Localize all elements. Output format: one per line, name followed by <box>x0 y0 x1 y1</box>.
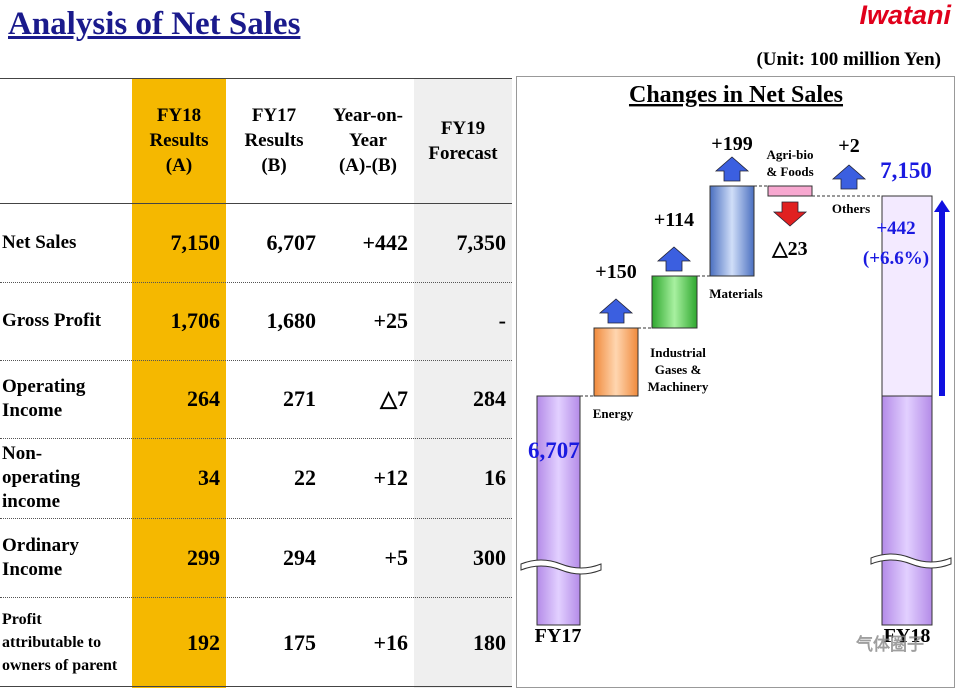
waterfall-chart: Changes in Net Sales FY17 6,707 FY18 7,1… <box>516 76 955 688</box>
column-header: FY17 Results (B) <box>226 78 322 203</box>
bar-energy <box>593 327 639 397</box>
frame <box>516 76 955 688</box>
header-line: (B) <box>261 155 287 176</box>
bar-fy18-top <box>881 195 933 397</box>
forecast-column <box>414 78 512 688</box>
cell-value: △7 <box>380 386 408 411</box>
row-label: Profit attributable to owners of parent <box>2 611 118 674</box>
cell-value: +16 <box>373 629 408 655</box>
step-name: & Foods <box>766 164 813 179</box>
step-change: +199 <box>711 133 752 155</box>
table: FY18 Results (A) FY17 Results (B) Year-on- Year… <box>0 78 512 690</box>
cell-value: 192 <box>187 629 220 655</box>
cell-value: 299 <box>187 544 220 570</box>
start-value: 6,707 <box>528 438 580 463</box>
header-line: Year-on- <box>333 105 403 126</box>
step-name: Materials <box>709 286 762 301</box>
step-name: Gases & <box>655 362 702 377</box>
rule <box>0 686 512 687</box>
header-line: Results <box>244 130 304 151</box>
row-separator <box>0 597 512 598</box>
cell-value: 22 <box>294 465 316 490</box>
row-label: Net Sales <box>2 231 77 253</box>
cell-value: +5 <box>384 544 408 570</box>
cell-value: 1,680 <box>266 308 317 333</box>
row-label: Non-operating income <box>2 443 81 512</box>
cell-value: 34 <box>198 465 220 490</box>
step-name: Agri-bio <box>767 147 814 162</box>
cell-value: 1,706 <box>170 308 221 333</box>
row-separator <box>0 282 512 283</box>
header-line: FY19 <box>440 117 486 139</box>
header-line: Year <box>349 130 387 151</box>
rule <box>0 203 512 204</box>
chart-title: Changes in Net Sales <box>629 82 843 108</box>
step-change: +114 <box>654 209 694 231</box>
cell-value: 7,150 <box>170 229 221 255</box>
column-header: Year-on- Year (A)-(B) <box>322 78 414 203</box>
step-change: △23 <box>771 238 807 260</box>
header-line: (A)-(B) <box>338 155 398 176</box>
total-pct: (+6.6%) <box>863 248 929 269</box>
start-label: FY17 <box>535 625 582 647</box>
bars <box>536 185 933 626</box>
cell-value: 294 <box>283 544 316 570</box>
step-name: Industrial <box>650 345 706 360</box>
column-header: FY18 Results (A) <box>132 78 226 203</box>
cell-value: 271 <box>283 386 316 411</box>
row-separator <box>0 518 512 519</box>
rule <box>0 78 512 79</box>
cell-value: 7,350 <box>456 229 507 255</box>
title: Analysis of Net Sales <box>8 6 301 42</box>
labels: FY17 6,707 FY18 7,150 +442 (+6.6%) 气体圈子 … <box>528 133 932 654</box>
header-line: FY17 <box>251 105 297 126</box>
bar-agri <box>767 185 813 197</box>
cell-value: 264 <box>187 386 220 411</box>
step-name: Energy <box>593 406 634 421</box>
cell-value: 284 <box>473 386 506 411</box>
row-label: Gross Profit <box>2 310 102 331</box>
cell-value: - <box>498 308 506 333</box>
total-change: +442 <box>876 218 915 239</box>
header-line: Results <box>149 130 209 151</box>
cell-value: 6,707 <box>266 229 317 255</box>
bar-fy17 <box>536 395 581 626</box>
header-line: (A) <box>165 155 193 176</box>
arrows <box>598 156 950 396</box>
row-separator <box>0 438 512 439</box>
header-line: FY18 <box>156 105 202 126</box>
cell-value: +25 <box>373 308 408 333</box>
connectors <box>580 185 882 397</box>
cell-value: +12 <box>373 465 408 490</box>
watermark: 气体圈子 <box>855 634 924 654</box>
row-label: Operating Income <box>2 376 86 421</box>
cell-value: 180 <box>473 629 506 655</box>
header-line: Forecast <box>428 142 498 164</box>
step-name: Others <box>832 201 870 216</box>
bar-materials <box>709 185 755 277</box>
row-label: Ordinary Income <box>2 534 80 580</box>
column-header: FY19 Forecast <box>414 78 512 203</box>
cell-value: 300 <box>473 544 506 570</box>
unit: (Unit: 100 million Yen) <box>756 49 941 70</box>
step-change: +150 <box>595 261 636 283</box>
cell-value: +442 <box>362 229 408 255</box>
cell-value: 16 <box>484 465 506 490</box>
axis-break <box>520 553 952 575</box>
end-value: 7,150 <box>880 158 932 183</box>
cell-value: 175 <box>283 629 316 655</box>
bar-industrial <box>651 275 698 329</box>
bar-fy18 <box>881 395 933 626</box>
step-name: Machinery <box>648 379 709 394</box>
row-separator <box>0 360 512 361</box>
highlight-column <box>132 78 226 688</box>
logo: Iwatani <box>859 0 951 30</box>
step-change: +2 <box>838 135 859 157</box>
end-label: FY18 <box>884 625 931 647</box>
